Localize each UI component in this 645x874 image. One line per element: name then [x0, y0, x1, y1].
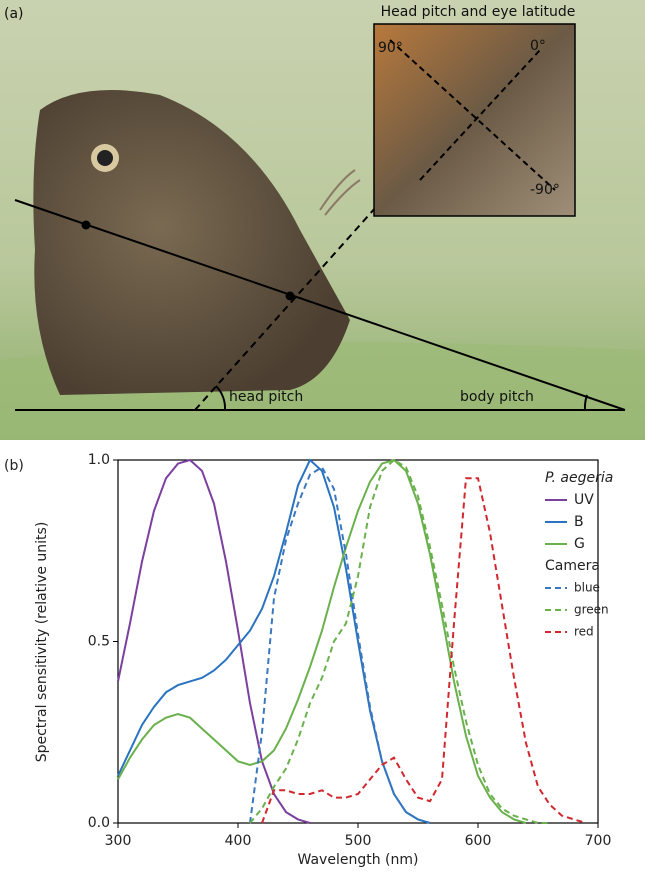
series-line [249, 465, 431, 824]
x-tick-label: 600 [465, 833, 492, 849]
x-tick-label: 700 [585, 833, 612, 849]
y-tick-label: 0.0 [88, 815, 110, 831]
angle-label: 0° [530, 38, 546, 54]
point [81, 220, 91, 230]
photo-panel: (a) Head pitch and eye latitude 90° 0° -… [0, 0, 645, 440]
eyespot-center [97, 150, 113, 166]
legend-label: blue [574, 581, 600, 595]
series-line [261, 477, 587, 824]
x-tick-label: 500 [345, 833, 372, 849]
y-axis-label: Spectral sensitivity (relative units) [34, 522, 50, 763]
panel-label: (a) [4, 6, 24, 22]
panel-label: (b) [4, 458, 24, 474]
legend-label: B [574, 514, 584, 530]
x-tick-label: 400 [225, 833, 252, 849]
series-line [117, 458, 311, 824]
legend-label: G [574, 536, 585, 552]
legend-group-title: P. aegeria [545, 470, 613, 486]
body-axis-line [14, 199, 626, 411]
angle-arc [583, 394, 588, 411]
antenna [319, 169, 361, 216]
annotation: body pitch [460, 389, 534, 405]
series-line [249, 458, 550, 824]
series-line [117, 458, 527, 824]
angle-label: -90° [530, 182, 560, 198]
x-axis-label: Wavelength (nm) [298, 852, 419, 868]
angle-label: 90° [378, 40, 403, 56]
legend-label: green [574, 603, 609, 617]
inset-title: Head pitch and eye latitude [381, 4, 576, 20]
annotation: head pitch [229, 389, 303, 405]
y-tick-label: 1.0 [88, 452, 110, 468]
y-tick-label: 0.5 [88, 634, 110, 650]
legend-group-title: Camera [545, 558, 600, 574]
x-tick-label: 300 [105, 833, 132, 849]
series-line [117, 458, 431, 824]
chart: (b) Wavelength (nm) Spectral sensitivity… [4, 452, 613, 868]
legend-label: UV [574, 492, 594, 508]
inset-line [389, 39, 556, 191]
point [285, 291, 295, 301]
legend-label: red [574, 625, 594, 639]
angle-arc [215, 385, 227, 411]
